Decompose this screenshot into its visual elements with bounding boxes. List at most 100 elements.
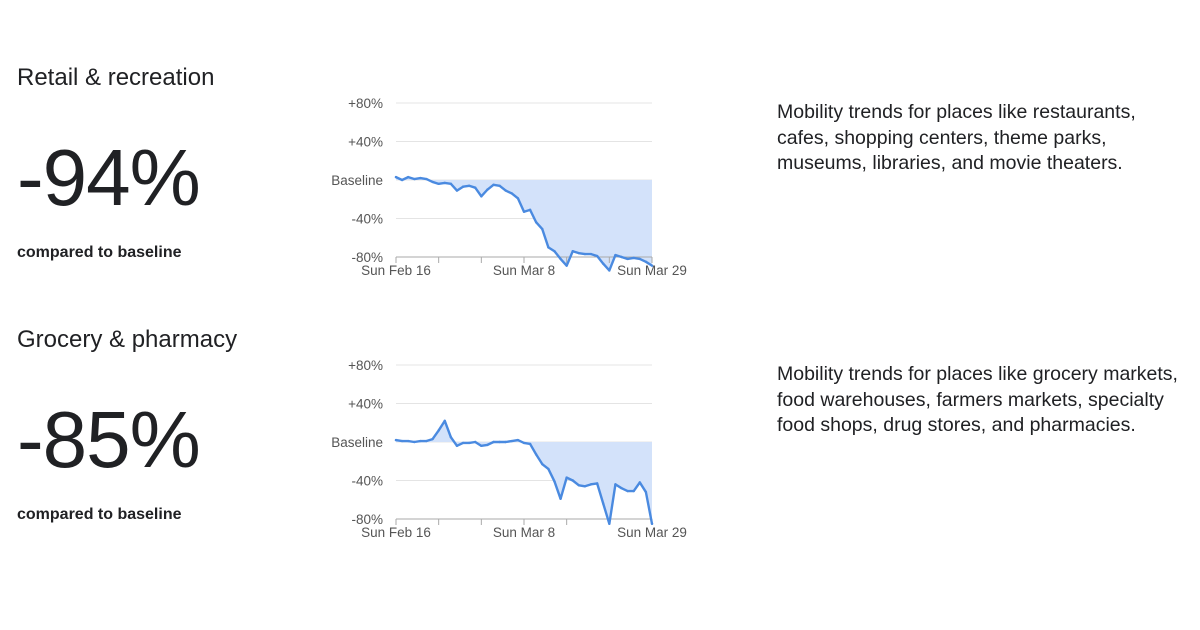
data-point bbox=[474, 440, 477, 444]
data-point bbox=[467, 441, 471, 445]
data-point bbox=[486, 188, 489, 191]
data-point bbox=[602, 262, 605, 265]
data-point bbox=[608, 269, 611, 272]
data-point bbox=[455, 444, 459, 448]
data-point bbox=[534, 453, 538, 456]
data-point bbox=[620, 487, 623, 490]
data-point bbox=[480, 195, 483, 198]
compared-to-baseline-label: compared to baseline bbox=[17, 506, 182, 523]
data-point bbox=[504, 440, 507, 444]
data-point bbox=[443, 181, 446, 185]
data-point bbox=[638, 257, 642, 261]
data-point bbox=[400, 178, 404, 182]
data-point bbox=[632, 256, 635, 260]
data-point bbox=[583, 252, 587, 256]
data-point bbox=[425, 439, 428, 443]
data-point bbox=[419, 176, 422, 180]
data-point bbox=[608, 522, 611, 526]
x-tick-label: Sun Mar 8 bbox=[493, 525, 555, 540]
grocery-pharmacy-chart: +80% +40% Baseline -40% -80%Sun Feb 16 Sun Ma… bbox=[331, 358, 687, 540]
data-point bbox=[602, 502, 605, 505]
data-point bbox=[571, 250, 574, 253]
y-tick-label: +80% bbox=[348, 96, 383, 111]
data-point bbox=[644, 490, 648, 494]
retail-recreation-section: Retail & recreation -94% compared to bas… bbox=[0, 0, 1200, 278]
y-tick-label: Baseline bbox=[331, 173, 383, 188]
data-point bbox=[498, 184, 501, 187]
x-tick-label: Sun Mar 29 bbox=[617, 263, 687, 278]
data-point bbox=[565, 476, 568, 479]
compared-to-baseline-label: compared to baseline bbox=[17, 244, 182, 261]
baseline-difference-area bbox=[396, 177, 652, 271]
data-point bbox=[413, 440, 416, 444]
data-point bbox=[589, 483, 593, 486]
data-point bbox=[650, 264, 654, 267]
y-tick-label: -40% bbox=[351, 474, 383, 489]
data-point bbox=[394, 438, 398, 442]
x-tick-label: Sun Feb 16 bbox=[361, 263, 431, 278]
data-point bbox=[437, 182, 440, 186]
y-tick-label: +80% bbox=[348, 358, 383, 373]
data-point bbox=[528, 208, 532, 212]
data-point bbox=[443, 419, 446, 423]
grocery-pharmacy-section: Grocery & pharmacy -85% compared to base… bbox=[0, 262, 1200, 540]
baseline-difference-area bbox=[396, 420, 652, 524]
data-point bbox=[541, 227, 544, 231]
data-point bbox=[425, 177, 428, 181]
data-point bbox=[534, 221, 538, 224]
data-point bbox=[571, 479, 574, 482]
data-point bbox=[565, 264, 568, 267]
data-point bbox=[431, 437, 434, 441]
data-point bbox=[553, 480, 556, 483]
y-tick-label: -40% bbox=[351, 212, 383, 227]
data-point bbox=[522, 441, 526, 445]
data-point bbox=[595, 254, 599, 258]
category-description: Mobility trends for places like grocery … bbox=[777, 363, 1178, 436]
data-point bbox=[413, 177, 416, 181]
data-point bbox=[620, 255, 623, 259]
data-point bbox=[394, 175, 398, 179]
y-tick-label: +40% bbox=[348, 397, 383, 412]
data-point bbox=[461, 441, 465, 445]
category-title: Retail & recreation bbox=[17, 64, 215, 91]
data-point bbox=[510, 192, 514, 195]
data-point bbox=[577, 484, 581, 487]
data-point bbox=[455, 189, 459, 192]
data-point bbox=[480, 444, 483, 448]
data-point bbox=[510, 439, 514, 443]
data-point bbox=[541, 462, 544, 466]
data-point bbox=[553, 250, 556, 253]
data-point bbox=[559, 257, 562, 261]
data-point bbox=[406, 175, 410, 179]
y-tick-label: +40% bbox=[348, 135, 383, 150]
category-title: Grocery & pharmacy bbox=[17, 326, 238, 353]
data-point bbox=[449, 182, 453, 186]
data-point bbox=[516, 197, 520, 200]
category-description: Mobility trends for places like restaura… bbox=[777, 101, 1136, 174]
data-point bbox=[638, 481, 642, 484]
data-point bbox=[522, 210, 526, 213]
y-tick-label: -80% bbox=[351, 512, 383, 527]
data-point bbox=[400, 439, 404, 443]
data-point bbox=[547, 246, 550, 249]
data-point bbox=[559, 497, 562, 500]
retail-recreation-chart: +80% +40% Baseline -40% -80%Sun Feb 16 Sun Ma… bbox=[331, 96, 687, 278]
data-point bbox=[467, 184, 471, 187]
data-point bbox=[419, 439, 422, 443]
x-tick-label: Sun Feb 16 bbox=[361, 525, 431, 540]
y-tick-label: Baseline bbox=[331, 435, 383, 450]
data-point bbox=[626, 257, 629, 261]
x-tick-label: Sun Mar 8 bbox=[493, 263, 555, 278]
data-point bbox=[498, 440, 501, 444]
data-point bbox=[577, 251, 581, 255]
data-point bbox=[614, 483, 617, 486]
data-point bbox=[461, 185, 465, 188]
x-tick-label: Sun Mar 29 bbox=[617, 525, 687, 540]
data-point bbox=[644, 260, 648, 264]
data-point bbox=[437, 429, 440, 432]
percent-change-value: -85% bbox=[17, 395, 201, 484]
data-point bbox=[589, 252, 593, 256]
data-point bbox=[474, 186, 477, 189]
data-point bbox=[595, 482, 599, 485]
data-point bbox=[632, 489, 635, 493]
